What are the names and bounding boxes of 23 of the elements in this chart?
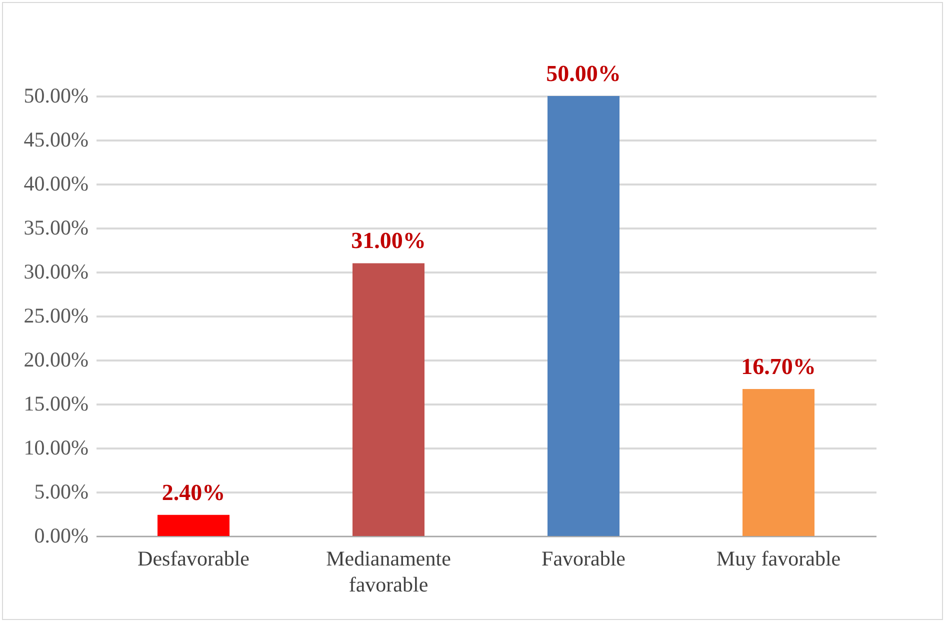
y-tick-label: 0.00%	[34, 524, 88, 548]
x-tick-label: Desfavorable	[138, 546, 250, 570]
y-tick-label: 25.00%	[24, 304, 88, 328]
x-tick-label: Favorable	[542, 546, 626, 570]
y-tick-label: 15.00%	[24, 392, 88, 416]
x-tick-label: Muy favorable	[716, 546, 841, 570]
bar	[548, 96, 620, 536]
y-tick-label: 50.00%	[24, 84, 88, 108]
y-tick-label: 30.00%	[24, 260, 88, 284]
y-tick-label: 45.00%	[24, 128, 88, 152]
y-tick-label: 20.00%	[24, 348, 88, 372]
y-tick-label: 40.00%	[24, 172, 88, 196]
y-tick-label: 10.00%	[24, 436, 88, 460]
y-tick-label: 5.00%	[34, 480, 88, 504]
data-label: 16.70%	[741, 354, 816, 380]
bar	[742, 389, 814, 536]
bar	[158, 514, 230, 536]
x-tick-label: Medianamente favorable	[326, 546, 451, 596]
y-tick-label: 35.00%	[24, 216, 88, 240]
bar	[352, 263, 424, 536]
data-label: 2.40%	[162, 480, 226, 505]
data-label: 50.00%	[546, 61, 621, 86]
data-label: 31.00%	[351, 228, 426, 254]
